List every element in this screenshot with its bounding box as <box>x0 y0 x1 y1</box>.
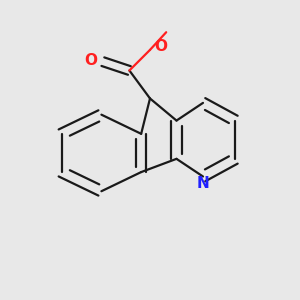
Text: N: N <box>196 176 209 191</box>
Text: O: O <box>155 39 168 54</box>
Text: O: O <box>84 53 97 68</box>
